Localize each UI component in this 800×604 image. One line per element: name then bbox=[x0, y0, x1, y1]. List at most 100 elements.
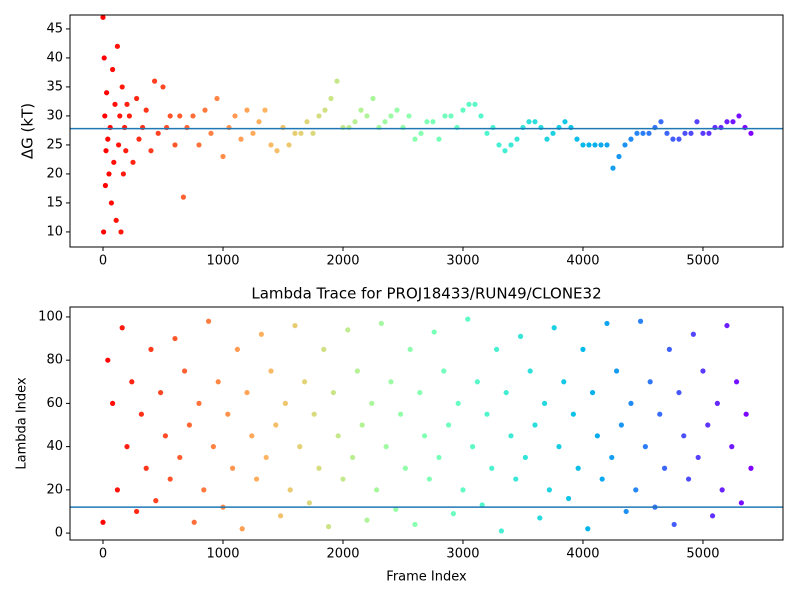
y-tick-label: 15 bbox=[46, 195, 63, 210]
point bbox=[599, 476, 605, 482]
point bbox=[292, 130, 298, 136]
point bbox=[256, 119, 262, 125]
point bbox=[724, 119, 730, 125]
point bbox=[172, 335, 178, 342]
point bbox=[604, 142, 610, 148]
point bbox=[311, 411, 317, 417]
point bbox=[426, 476, 432, 482]
point bbox=[514, 136, 520, 142]
point bbox=[517, 333, 524, 339]
point bbox=[628, 136, 634, 142]
y-tick-label: 60 bbox=[46, 396, 63, 411]
point bbox=[258, 331, 264, 337]
point bbox=[220, 153, 226, 160]
point bbox=[551, 325, 557, 331]
point bbox=[695, 454, 701, 461]
point bbox=[465, 316, 471, 322]
point bbox=[526, 119, 532, 125]
point bbox=[642, 444, 648, 450]
point bbox=[282, 400, 288, 406]
point bbox=[297, 444, 303, 450]
point bbox=[124, 444, 130, 450]
point bbox=[306, 500, 312, 506]
point bbox=[562, 119, 568, 125]
point bbox=[118, 229, 124, 235]
point bbox=[117, 113, 123, 119]
point bbox=[273, 422, 279, 428]
point bbox=[709, 513, 716, 519]
x-tick-label: 1000 bbox=[206, 547, 239, 562]
point bbox=[628, 400, 634, 406]
point bbox=[101, 55, 107, 61]
point bbox=[172, 142, 178, 148]
point bbox=[214, 95, 220, 102]
point bbox=[730, 119, 736, 125]
y-tick-label: 45 bbox=[46, 21, 63, 36]
point bbox=[143, 465, 149, 471]
point bbox=[736, 113, 742, 119]
point bbox=[153, 498, 159, 504]
point bbox=[232, 113, 238, 119]
point bbox=[441, 368, 447, 374]
point bbox=[388, 379, 394, 385]
x-tick-label: 4000 bbox=[566, 547, 599, 562]
point bbox=[298, 130, 304, 136]
point bbox=[244, 389, 250, 396]
point bbox=[112, 101, 118, 107]
point bbox=[155, 130, 161, 136]
point bbox=[388, 113, 394, 119]
point bbox=[634, 130, 640, 136]
x-tick-label: 3000 bbox=[446, 547, 479, 562]
point bbox=[502, 148, 508, 154]
point bbox=[210, 444, 216, 450]
x-tick-label: 2000 bbox=[326, 254, 359, 269]
point bbox=[160, 84, 166, 90]
point bbox=[100, 15, 106, 20]
point bbox=[575, 465, 581, 471]
point bbox=[748, 465, 754, 471]
point bbox=[421, 433, 428, 439]
point bbox=[622, 142, 628, 148]
point bbox=[133, 95, 140, 102]
point bbox=[215, 379, 221, 385]
point bbox=[310, 130, 316, 136]
point bbox=[604, 320, 610, 327]
point bbox=[623, 508, 629, 515]
point bbox=[714, 400, 720, 406]
point bbox=[382, 119, 388, 125]
point bbox=[598, 142, 604, 148]
point bbox=[397, 411, 404, 417]
point bbox=[334, 78, 340, 84]
point bbox=[345, 327, 351, 333]
point bbox=[244, 107, 250, 113]
point bbox=[681, 433, 687, 439]
point bbox=[719, 487, 725, 493]
x-tick-label: 3000 bbox=[446, 254, 479, 269]
y-tick-label: 10 bbox=[46, 224, 63, 239]
point bbox=[123, 148, 129, 154]
point bbox=[373, 487, 380, 493]
plot-area bbox=[100, 15, 754, 235]
point bbox=[113, 217, 119, 223]
point bbox=[250, 130, 256, 136]
x-tick-label: 2000 bbox=[326, 547, 359, 562]
y-axis-label: ΔG (kT) bbox=[19, 103, 37, 159]
point bbox=[369, 400, 375, 406]
x-tick-label: 5000 bbox=[686, 254, 719, 269]
point bbox=[640, 130, 646, 136]
y-tick-label: 30 bbox=[46, 108, 63, 123]
point bbox=[474, 379, 480, 385]
point bbox=[359, 422, 365, 428]
point bbox=[616, 153, 622, 160]
point bbox=[406, 113, 412, 119]
point bbox=[544, 136, 550, 142]
point bbox=[489, 465, 495, 471]
point bbox=[364, 517, 370, 523]
point bbox=[688, 130, 694, 136]
point bbox=[646, 130, 652, 136]
point bbox=[180, 194, 186, 200]
point bbox=[383, 444, 389, 450]
point bbox=[196, 400, 202, 406]
point bbox=[370, 95, 376, 102]
point bbox=[565, 495, 572, 502]
